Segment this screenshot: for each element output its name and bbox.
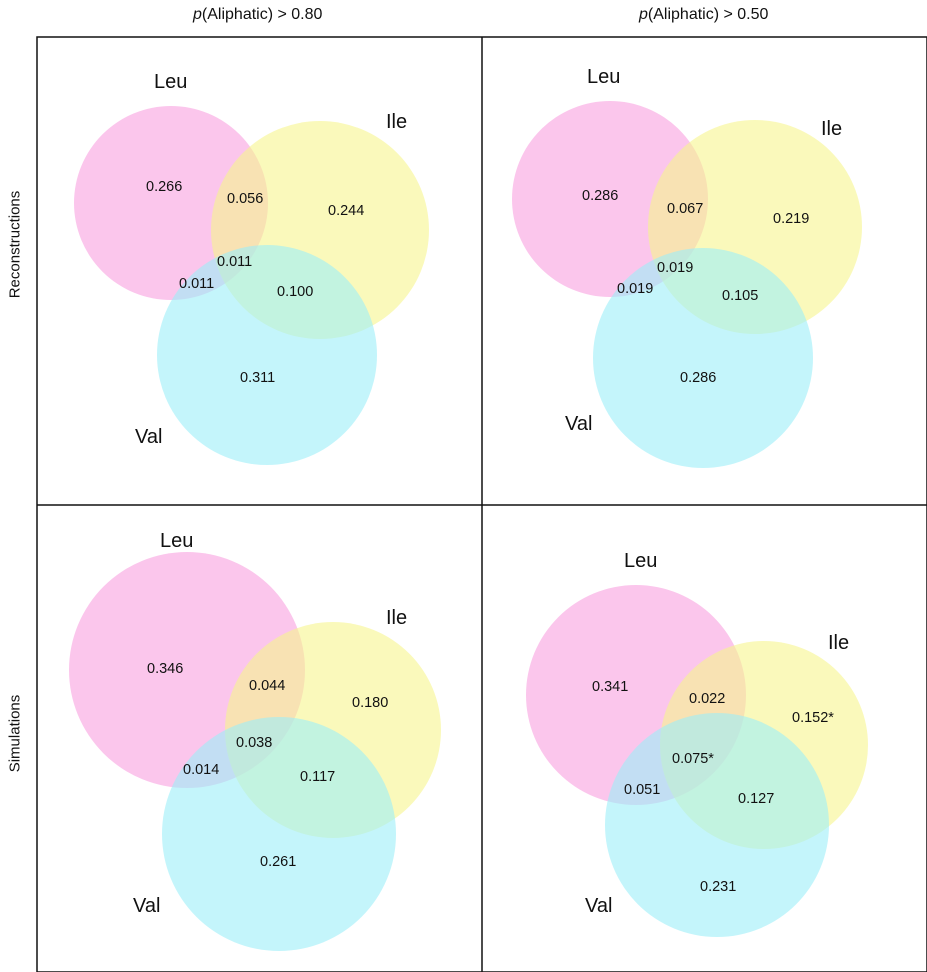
value-all: 0.011: [217, 254, 252, 270]
venn-panel-reconstructions-050: Leu Ile Val 0.286 0.067 0.219 0.019 0.01…: [512, 66, 862, 468]
column-header-prefix: p: [639, 6, 648, 23]
column-header-0.80: p(Aliphatic) > 0.80: [193, 6, 322, 24]
value-leu-val: 0.014: [183, 762, 219, 778]
value-all: 0.019: [657, 260, 693, 276]
value-ile-val: 0.127: [738, 791, 774, 807]
val-label: Val: [133, 895, 160, 917]
value-leu-ile: 0.022: [689, 691, 725, 707]
value-val-only: 0.231: [700, 879, 736, 895]
value-leu-ile: 0.044: [249, 678, 285, 694]
ile-label: Ile: [386, 607, 407, 629]
val-label: Val: [565, 413, 592, 435]
value-leu-ile: 0.067: [667, 201, 703, 217]
val-circle: [593, 248, 813, 468]
value-val-only: 0.311: [240, 370, 275, 386]
ile-label: Ile: [828, 632, 849, 654]
column-header-prefix: p: [193, 6, 202, 23]
value-val-only: 0.286: [680, 370, 716, 386]
venn-panel-reconstructions-080: Leu Ile Val 0.266 0.056 0.244 0.011 0.01…: [74, 71, 429, 465]
ile-label: Ile: [386, 111, 407, 133]
val-circle: [605, 713, 829, 937]
value-ile-only: 0.180: [352, 695, 388, 711]
value-ile-only: 0.152*: [792, 710, 834, 726]
venn-panel-simulations-050: Leu Ile Val 0.341 0.022 0.152* 0.075* 0.…: [526, 550, 868, 937]
value-ile-only: 0.244: [328, 203, 364, 219]
value-leu-val: 0.051: [624, 782, 660, 798]
value-leu-ile: 0.056: [227, 191, 263, 207]
ile-label: Ile: [821, 118, 842, 140]
value-leu-only: 0.286: [582, 188, 618, 204]
column-header-text: (Aliphatic) > 0.80: [201, 6, 323, 23]
val-label: Val: [135, 426, 162, 448]
value-all: 0.038: [236, 735, 272, 751]
val-circle: [157, 245, 377, 465]
value-ile-only: 0.219: [773, 211, 809, 227]
leu-label: Leu: [154, 71, 187, 93]
value-val-only: 0.261: [260, 854, 296, 870]
value-leu-val: 0.011: [179, 276, 214, 292]
value-ile-val: 0.105: [722, 288, 758, 304]
value-ile-val: 0.117: [300, 769, 335, 785]
value-leu-only: 0.346: [147, 661, 183, 677]
value-leu-only: 0.266: [146, 179, 182, 195]
venn-panel-simulations-080: Leu Ile Val 0.346 0.044 0.180 0.038 0.01…: [69, 530, 441, 951]
value-all: 0.075*: [672, 751, 714, 767]
value-leu-val: 0.019: [617, 281, 653, 297]
column-header-text: (Aliphatic) > 0.50: [647, 6, 769, 23]
leu-label: Leu: [624, 550, 657, 572]
value-ile-val: 0.100: [277, 284, 313, 300]
column-header-0.50: p(Aliphatic) > 0.50: [639, 6, 768, 24]
val-circle: [162, 717, 396, 951]
val-label: Val: [585, 895, 612, 917]
leu-label: Leu: [587, 66, 620, 88]
value-leu-only: 0.341: [592, 679, 628, 695]
leu-label: Leu: [160, 530, 193, 552]
